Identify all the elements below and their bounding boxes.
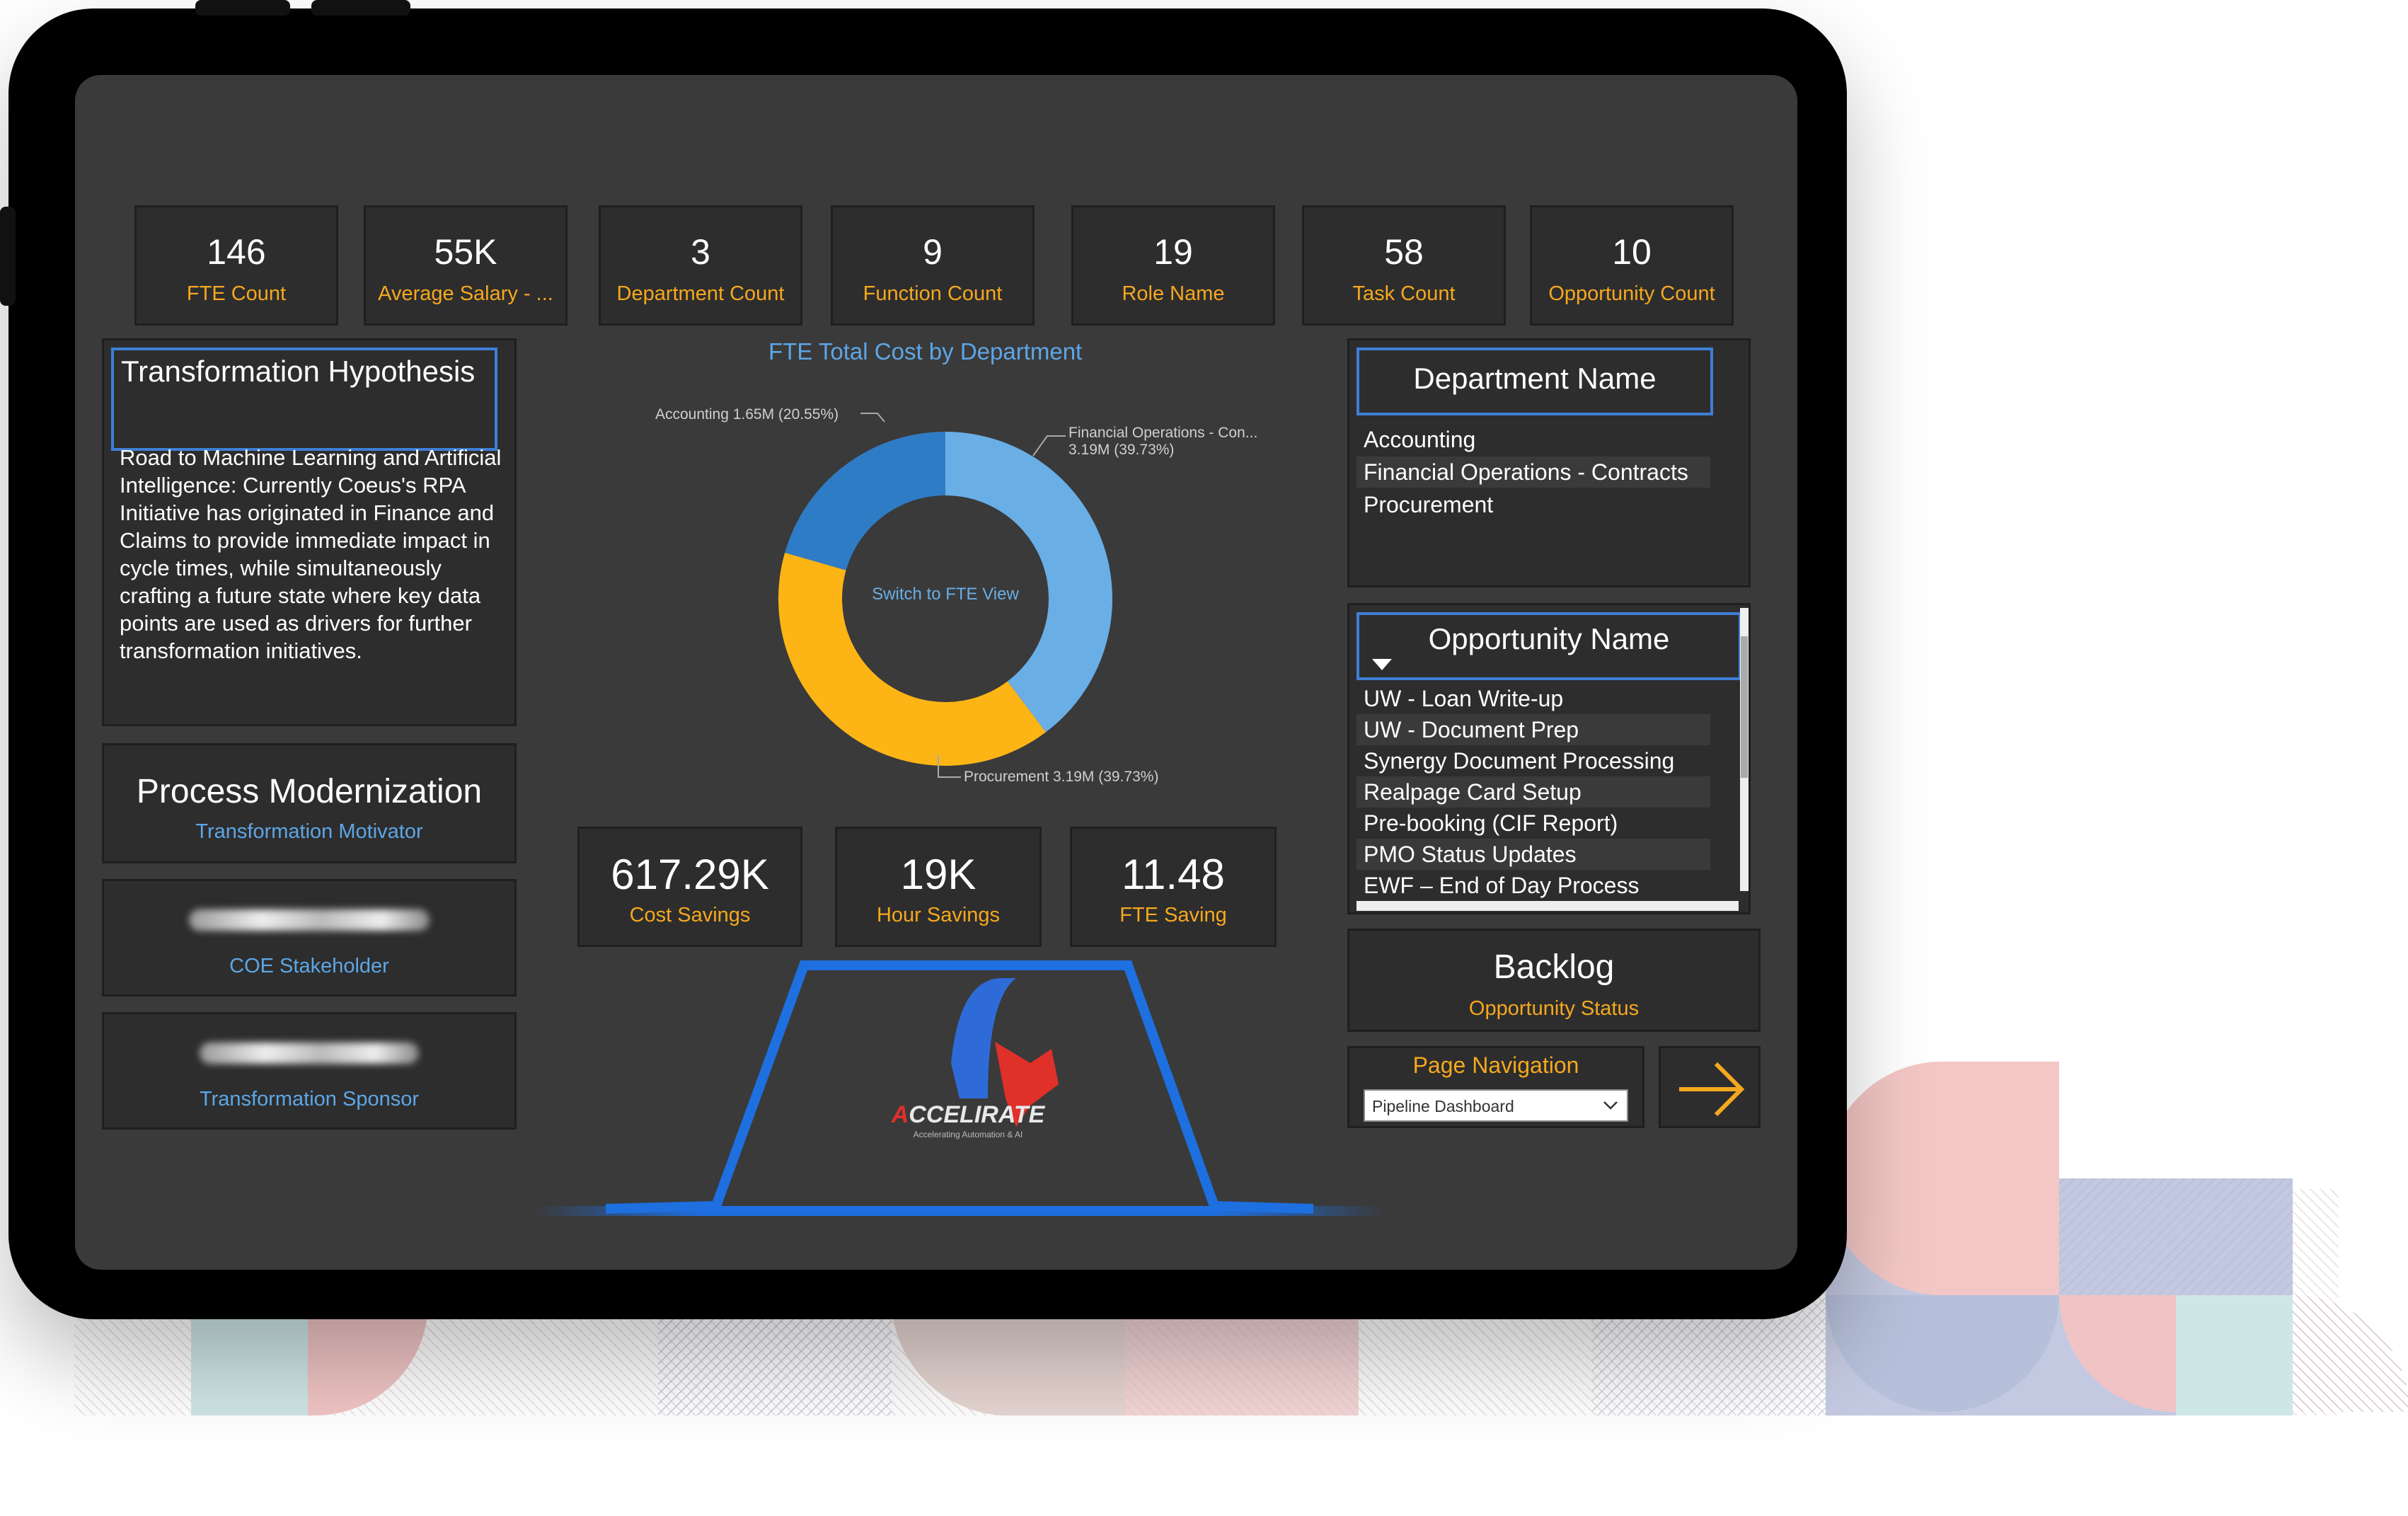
hypothesis-text: Road to Machine Learning and Artificial … xyxy=(120,445,502,663)
leader-line xyxy=(938,754,961,778)
hypothesis-title: Transformation Hypothesis xyxy=(121,355,476,388)
list-item[interactable]: Pre-booking (CIF Report) xyxy=(1364,810,1618,836)
vertical-scrollbar[interactable] xyxy=(1740,608,1749,891)
kpi-function-count[interactable]: 9 Function Count xyxy=(831,205,1035,326)
navigation-label: Page Navigation xyxy=(1412,1052,1579,1078)
donut-chart[interactable] xyxy=(754,408,1136,790)
kpi-label: Function Count xyxy=(863,282,1003,305)
savings-value: 11.48 xyxy=(1122,851,1225,898)
logo-mark-blue xyxy=(951,978,1016,1098)
redacted-name xyxy=(200,1043,419,1064)
list-item[interactable]: Financial Operations - Contracts xyxy=(1356,456,1710,488)
department-slicer[interactable]: Department Name Accounting Financial Ope… xyxy=(1347,338,1751,587)
kpi-value: 3 xyxy=(691,232,710,272)
department-title: Department Name xyxy=(1413,362,1657,395)
stakeholder-label: COE Stakeholder xyxy=(229,955,389,977)
motivator-label: Transformation Motivator xyxy=(195,820,423,843)
kpi-value: 9 xyxy=(923,232,943,272)
savings-label: FTE Saving xyxy=(1119,904,1227,926)
kpi-average-salary[interactable]: 55K Average Salary - ... xyxy=(364,205,568,326)
kpi-value: 19 xyxy=(1153,232,1193,272)
logo-a-letter: A xyxy=(891,1101,909,1128)
status-value: Backlog xyxy=(1493,948,1615,986)
logo-tagline: Accelerating Automation & AI xyxy=(913,1130,1023,1139)
list-item[interactable]: Accounting xyxy=(1364,427,1476,452)
department-title-box: Department Name xyxy=(1356,348,1713,415)
label-financial-operations-value: 3.19M (39.73%) xyxy=(1068,442,1175,458)
list-item[interactable]: EWF – End of Day Process xyxy=(1364,873,1640,898)
list-item[interactable]: PMO Status Updates xyxy=(1356,839,1710,870)
kpi-label: Task Count xyxy=(1352,282,1456,305)
savings-label: Cost Savings xyxy=(629,904,751,926)
navigate-button[interactable] xyxy=(1659,1046,1761,1128)
kpi-value: 55K xyxy=(434,232,497,272)
list-item[interactable]: UW - Document Prep xyxy=(1356,714,1710,745)
savings-value: 19K xyxy=(900,851,977,898)
switch-view-link[interactable]: Switch to FTE View xyxy=(872,585,1019,604)
tablet-button xyxy=(311,0,410,16)
list-item[interactable]: Procurement xyxy=(1364,492,1494,517)
hour-savings-card[interactable]: 19K Hour Savings xyxy=(835,827,1042,947)
cost-savings-card[interactable]: 617.29K Cost Savings xyxy=(577,827,802,947)
label-financial-operations-name: Financial Operations - Con... xyxy=(1068,425,1258,441)
savings-label: Hour Savings xyxy=(876,904,1001,926)
redacted-name xyxy=(189,909,430,931)
page-navigation-card: Page Navigation Pipeline Dashboard xyxy=(1347,1046,1644,1128)
leader-line xyxy=(1032,435,1066,456)
arrow-right-icon xyxy=(1679,1062,1745,1117)
tablet-side-button xyxy=(0,207,16,306)
logo-text: ACCELIRATE xyxy=(862,1101,1074,1129)
kpi-label: Department Count xyxy=(616,282,785,305)
list-item[interactable]: Realpage Card Setup xyxy=(1356,776,1710,808)
kpi-label: Opportunity Count xyxy=(1548,282,1715,305)
kpi-value: 58 xyxy=(1384,232,1424,272)
list-item[interactable]: UW - Loan Write-up xyxy=(1364,686,1564,711)
leader-line xyxy=(860,413,885,423)
caret-down-icon[interactable] xyxy=(1372,659,1392,670)
label-accounting: Accounting 1.65M (20.55%) xyxy=(655,406,839,423)
kpi-value: 10 xyxy=(1612,232,1652,272)
kpi-label: FTE Count xyxy=(186,282,287,305)
opportunity-slicer[interactable]: Opportunity Name UW - Loan Write-up UW -… xyxy=(1347,603,1751,914)
logo-mark-red xyxy=(995,1042,1059,1127)
kpi-fte-count[interactable]: 146 FTE Count xyxy=(134,205,338,326)
chart-title: FTE Total Cost by Department xyxy=(768,338,1083,364)
kpi-label: Average Salary - ... xyxy=(378,282,553,305)
sponsor-card[interactable]: Transformation Sponsor xyxy=(102,1012,517,1130)
motivator-value: Process Modernization xyxy=(136,773,483,810)
scrollbar-thumb[interactable] xyxy=(1741,636,1748,778)
savings-value: 617.29K xyxy=(611,851,769,898)
status-label: Opportunity Status xyxy=(1468,997,1640,1020)
page-select[interactable]: Pipeline Dashboard xyxy=(1364,1089,1628,1122)
kpi-department-count[interactable]: 3 Department Count xyxy=(599,205,802,326)
status-card[interactable]: Backlog Opportunity Status xyxy=(1347,929,1761,1032)
tablet-device: 146 FTE Count 55K Average Salary - ... 3… xyxy=(0,0,1847,1319)
kpi-task-count[interactable]: 58 Task Count xyxy=(1302,205,1506,326)
chevron-down-icon xyxy=(1603,1101,1618,1110)
hypothesis-card: Transformation Hypothesis Road to Machin… xyxy=(102,338,517,726)
stakeholder-card[interactable]: COE Stakeholder xyxy=(102,879,517,997)
logo-wordmark: CCELIRATE xyxy=(909,1101,1045,1128)
horizontal-scrollbar[interactable] xyxy=(1356,901,1739,911)
kpi-label: Role Name xyxy=(1122,282,1225,305)
donut-slice-procurement[interactable] xyxy=(778,552,1046,766)
dashboard-screen: 146 FTE Count 55K Average Salary - ... 3… xyxy=(75,75,1797,1270)
kpi-role-name[interactable]: 19 Role Name xyxy=(1071,205,1275,326)
hypothesis-title-box: Transformation Hypothesis xyxy=(111,348,497,451)
tablet-button xyxy=(195,0,290,16)
logo-frame xyxy=(535,960,1384,1216)
donut-slice-accounting[interactable] xyxy=(785,432,945,570)
donut-slice-financial-operations-con[interactable] xyxy=(945,432,1112,733)
sponsor-label: Transformation Sponsor xyxy=(199,1088,419,1110)
opportunity-title: Opportunity Name xyxy=(1428,622,1670,655)
opportunity-title-box: Opportunity Name xyxy=(1356,612,1741,680)
page-select-value: Pipeline Dashboard xyxy=(1372,1097,1514,1115)
fte-saving-card[interactable]: 11.48 FTE Saving xyxy=(1070,827,1277,947)
label-procurement: Procurement 3.19M (39.73%) xyxy=(964,769,1159,785)
kpi-opportunity-count[interactable]: 10 Opportunity Count xyxy=(1530,205,1734,326)
motivator-card[interactable]: Process Modernization Transformation Mot… xyxy=(102,743,517,863)
kpi-value: 146 xyxy=(207,232,266,272)
list-item[interactable]: Synergy Document Processing xyxy=(1364,748,1675,774)
